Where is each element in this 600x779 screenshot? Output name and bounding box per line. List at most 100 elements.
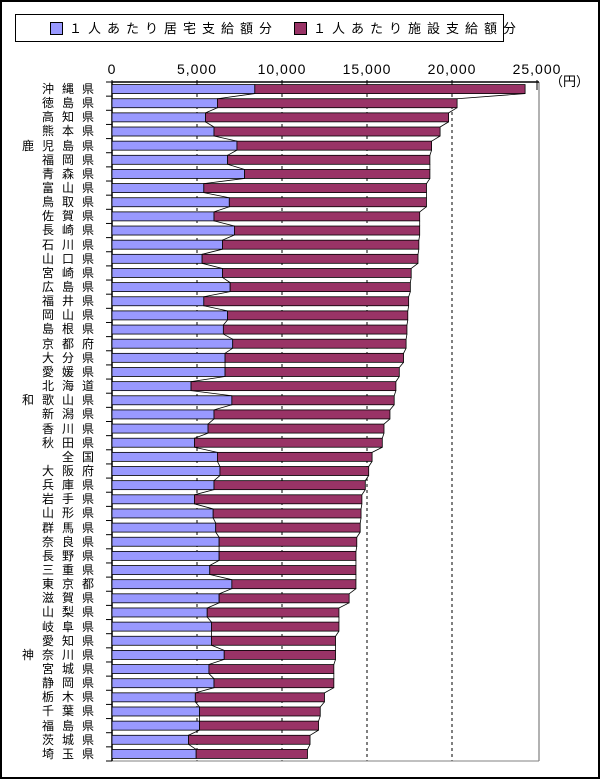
series-line-kyotaku (215, 531, 220, 538)
series-line-kyotaku (209, 560, 220, 566)
series-line-total (355, 546, 358, 552)
bar-segment-kyotaku (111, 409, 215, 420)
value-tick-label: 5,000 (176, 61, 218, 77)
bar-segment-kyotaku (111, 494, 195, 505)
category-label: 秋田県 (41, 435, 102, 450)
bar-segment-shisetsu (231, 395, 395, 406)
bar-segment-shisetsu (208, 664, 335, 674)
bar-segment-shisetsu (215, 522, 361, 533)
bar-segment-kyotaku (111, 565, 211, 575)
bar-segment-shisetsu (244, 169, 431, 179)
series-line-total (318, 715, 321, 722)
bar-segment-kyotaku (111, 268, 223, 278)
category-label: 青森県 (41, 166, 102, 181)
bar-segment-shisetsu (211, 635, 336, 646)
series-line-total (439, 121, 449, 128)
bar-segment-kyotaku (111, 650, 225, 660)
legend-label-shisetsu: １人あたり施設支給額分 (313, 20, 523, 36)
series-line-total (356, 531, 361, 538)
series-line-kyotaku (203, 178, 245, 184)
bar-segment-kyotaku (111, 678, 215, 689)
bar-segment-shisetsu (203, 183, 427, 193)
series-line-kyotaku (195, 687, 215, 694)
bar-segment-shisetsu (224, 367, 400, 377)
series-line-kyotaku (203, 305, 228, 312)
category-label: 鹿児島県 (21, 138, 102, 153)
series-line-kyotaku (218, 588, 232, 595)
bar-segment-kyotaku (111, 480, 215, 491)
bar-segment-kyotaku (111, 437, 195, 448)
bar-segment-kyotaku (111, 112, 206, 123)
series-line-kyotaku (190, 376, 226, 383)
category-label: 山形県 (41, 506, 102, 521)
bar-segment-shisetsu (190, 381, 397, 392)
bar-segment-kyotaku (111, 550, 220, 561)
category-label: 北海道 (41, 379, 102, 394)
series-line-kyotaku (212, 517, 217, 524)
series-line-total (407, 305, 410, 311)
bar-segment-shisetsu (213, 126, 441, 137)
bar-segment-shisetsu (254, 84, 526, 94)
series-line-kyotaku (188, 743, 197, 750)
series-line-total (383, 418, 391, 425)
series-line-total (398, 362, 404, 368)
series-line-total (395, 376, 400, 382)
category-label: 宮崎県 (41, 265, 102, 280)
bar-segment-kyotaku (111, 522, 217, 533)
category-label: 群馬県 (41, 520, 102, 535)
bar-segment-kyotaku (111, 734, 189, 745)
category-label: 兵庫県 (41, 478, 102, 493)
series-line-kyotaku (224, 347, 233, 354)
series-line-kyotaku (222, 234, 235, 241)
category-label: 愛媛県 (41, 364, 102, 379)
series-line-total (417, 249, 420, 255)
category-label: 徳島県 (41, 96, 102, 111)
series-line-kyotaku (208, 659, 225, 665)
category-label: 香川県 (41, 421, 102, 436)
bar-segment-kyotaku (111, 84, 256, 94)
series-line-total (319, 701, 325, 708)
bar-segment-shisetsu (222, 268, 412, 278)
bar-segment-kyotaku (111, 395, 233, 406)
series-line-kyotaku (213, 475, 221, 481)
series-line-total (410, 263, 419, 269)
category-label: 栃木県 (41, 690, 102, 705)
category-label: 長野県 (41, 548, 102, 563)
series-line-total (393, 390, 397, 396)
category-label: 熊本県 (41, 124, 102, 139)
bar-segment-kyotaku (111, 352, 226, 363)
bar-segment-kyotaku (111, 367, 226, 377)
bar-segment-shisetsu (203, 296, 410, 307)
category-label: 広島県 (41, 280, 102, 295)
series-line-kyotaku (223, 333, 233, 340)
bar-segment-kyotaku (111, 253, 203, 264)
series-line-total (361, 489, 366, 496)
bar-segment-shisetsu (216, 98, 458, 109)
bar-segment-kyotaku (111, 621, 212, 632)
series-line-total (307, 744, 311, 750)
bar-segment-shisetsu (227, 154, 431, 165)
category-axis-labels: 沖縄県 徳島県 高知県 熊本県 鹿児島県 福岡県 青森県 富山県 鳥取県 佐賀県 長崎県 石川県 山口県… (2, 82, 104, 761)
category-label: 富山県 (41, 181, 102, 196)
bar-segment-shisetsu (213, 678, 335, 689)
category-label: 静岡県 (41, 676, 102, 691)
bar-segment-shisetsu (216, 451, 373, 462)
bar-segment-shisetsu (233, 225, 421, 236)
series-line-total (359, 517, 362, 524)
category-label: 島根県 (41, 322, 102, 337)
bar-segment-kyotaku (111, 154, 228, 165)
bar-segment-kyotaku (111, 451, 218, 462)
bar-segment-kyotaku (111, 635, 212, 646)
bar-segment-kyotaku (111, 211, 215, 222)
bar-segment-shisetsu (199, 706, 321, 717)
legend-swatch-kyotaku (50, 21, 63, 35)
bar-segment-shisetsu (218, 550, 357, 561)
series-line-total (333, 659, 336, 665)
category-label: 大分県 (41, 350, 102, 365)
category-label: 新潟県 (41, 407, 102, 422)
series-line-kyotaku (213, 206, 230, 213)
series-line-kyotaku (209, 574, 232, 581)
series-line-kyotaku (213, 220, 235, 227)
